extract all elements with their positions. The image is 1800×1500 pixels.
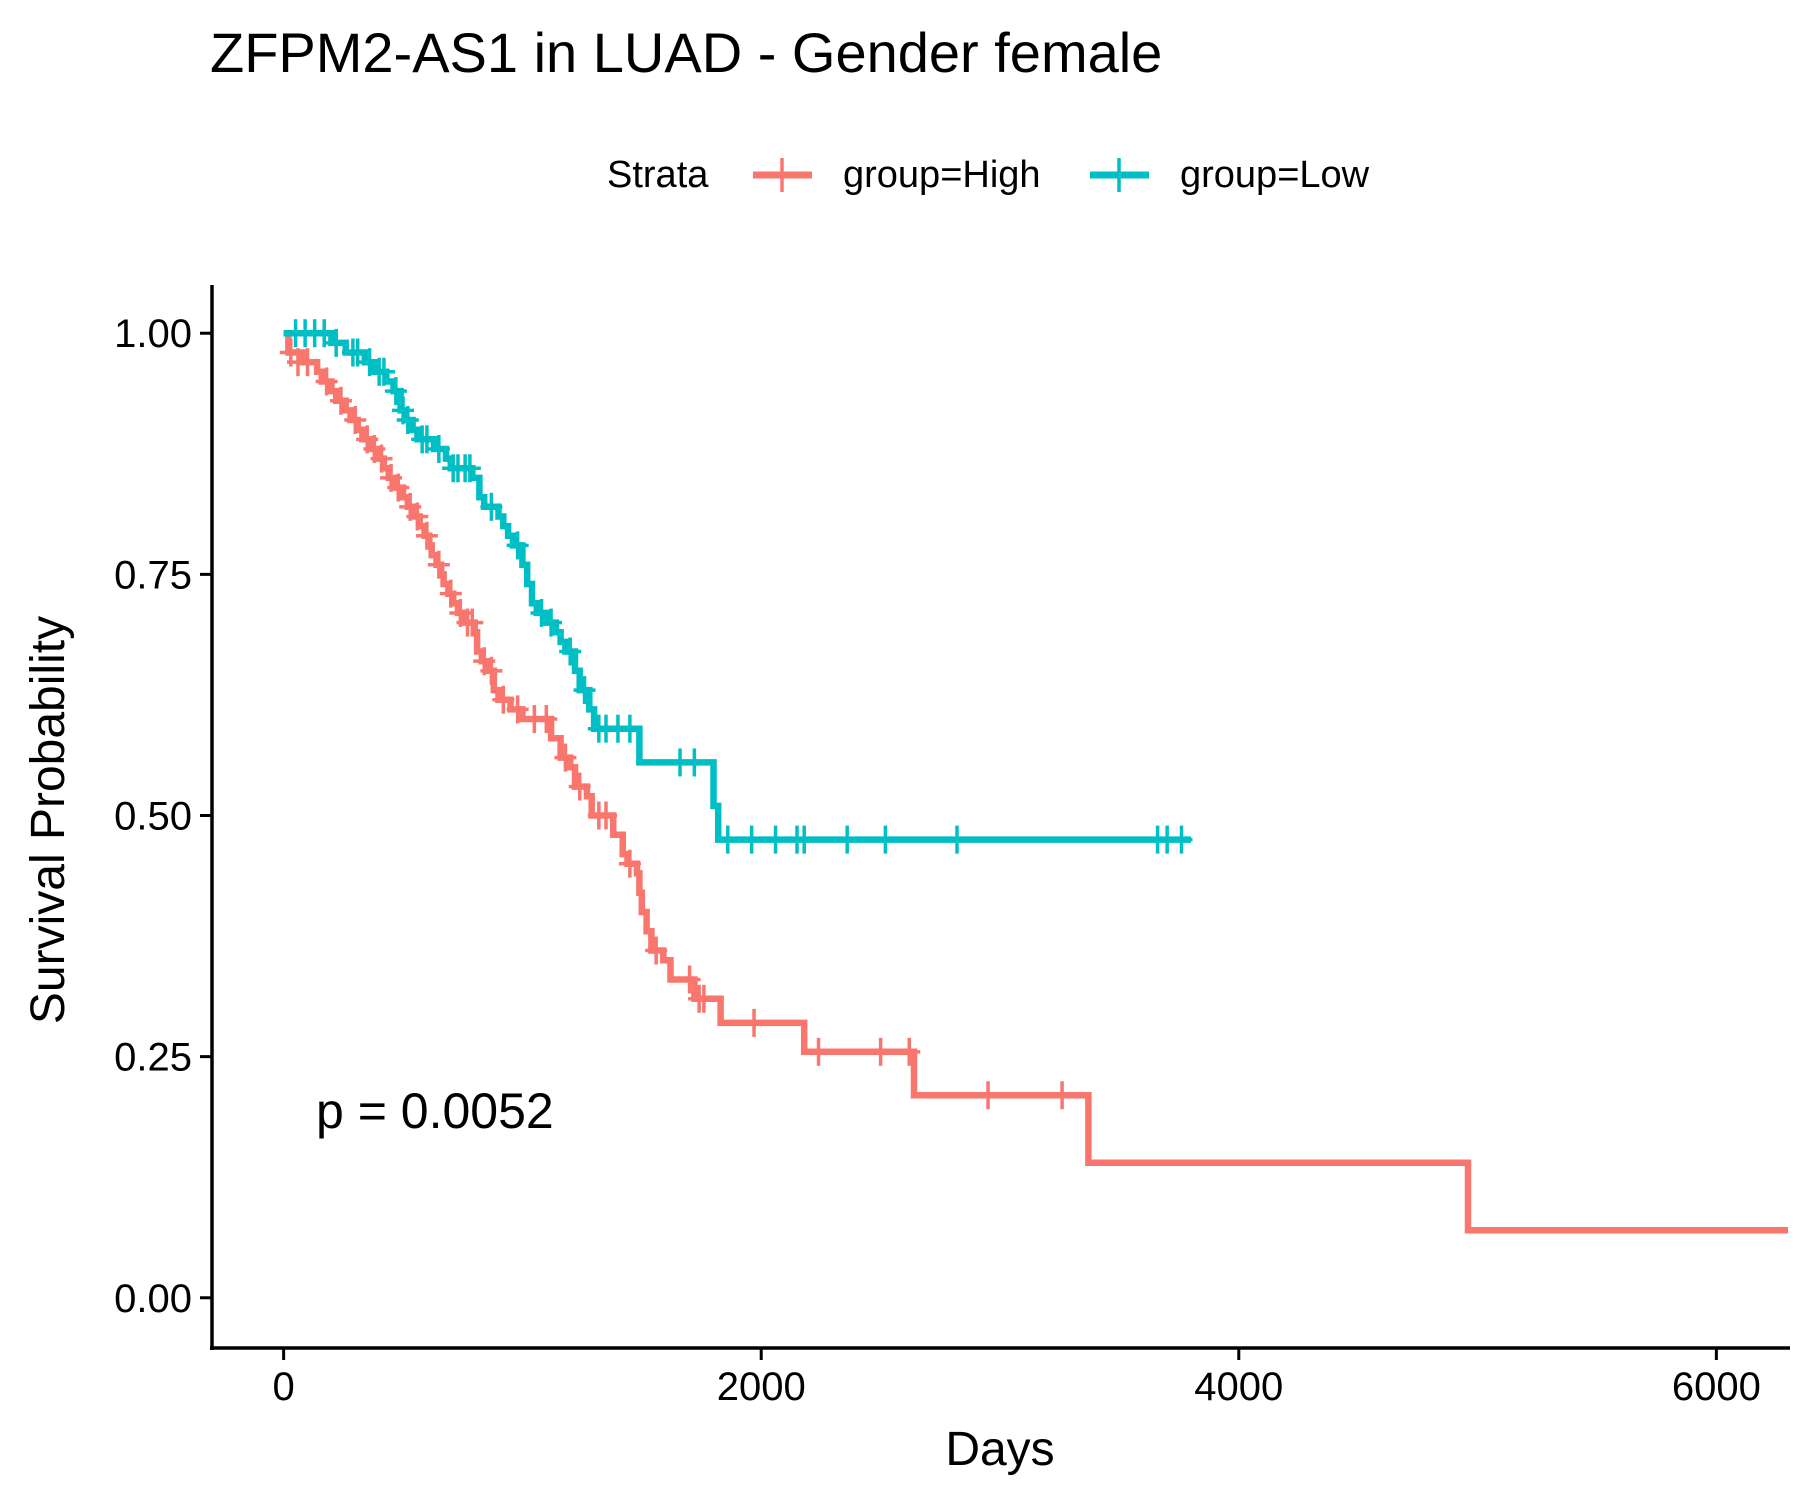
censor-mark-high [743,1008,766,1037]
censor-mark-low [573,676,596,705]
y-axis-title: Survival Probability [22,616,75,1024]
series-high [279,329,1788,1234]
censor-mark-high [898,1037,921,1066]
series-layer [279,319,1788,1234]
censor-mark-high [427,550,450,579]
censor-mark-high [315,367,338,396]
censor-mark-high [618,849,641,878]
legend-label-low: group=Low [1180,154,1370,196]
y-tick-label: 1.00 [114,312,192,356]
x-tick-label: 0 [273,1365,295,1409]
censor-mark-high [296,348,319,377]
censor-mark-low [764,825,787,854]
censor-mark-low [836,825,859,854]
p-value-annotation: p = 0.0052 [316,1083,554,1139]
legend-label-high: group=High [843,154,1041,196]
censor-mark-low [458,454,481,483]
censor-mark-low [372,357,395,386]
censor-mark-high [406,502,429,531]
censor-mark-low [415,425,438,454]
x-ticks: 0 2000 4000 6000 [273,1348,1761,1409]
censor-mark-high [692,984,715,1013]
legend: Strata group=High group=Low [607,154,1370,196]
censor-mark-high [439,579,462,608]
censor-mark-high [506,695,529,724]
censor-mark-low [313,319,336,348]
y-tick-label: 0.25 [114,1036,192,1080]
legend-item-low: group=Low [1090,154,1370,196]
censor-mark-high [1051,1081,1074,1110]
censor-mark-low [740,825,763,854]
x-axis-title: Days [945,1423,1054,1476]
censor-mark-low [1170,825,1193,854]
censor-mark-high [807,1037,830,1066]
x-tick-label: 6000 [1672,1365,1761,1409]
censor-mark-high [869,1037,892,1066]
censor-mark-low [396,406,419,435]
y-tick-label: 0.50 [114,795,192,839]
censor-mark-low [559,637,582,666]
censor-mark-high [329,386,352,415]
censor-mark-high [387,473,410,502]
censor-mark-low [427,434,450,463]
censor-mark-high [554,743,577,772]
censor-mark-low [683,748,706,777]
censor-mark-high [461,608,484,637]
censor-mark-high [415,521,438,550]
legend-title: Strata [607,154,709,196]
y-tick-label: 0.75 [114,553,192,597]
censor-mark-low [384,377,407,406]
censor-mark-high [370,444,393,473]
censor-mark-high [678,965,701,994]
censor-mark-low [793,825,816,854]
censor-mark-low [506,531,529,560]
censor-mark-low [480,492,503,521]
censor-mark-low [346,338,369,367]
y-tick-label: 0.00 [114,1277,192,1321]
censor-mark-high [344,406,367,435]
censor-mark-high [977,1081,1000,1110]
legend-item-high: group=High [753,154,1041,196]
censor-mark-high [492,685,515,714]
censor-mark-high [568,772,591,801]
x-tick-label: 2000 [717,1365,806,1409]
censor-mark-high [645,936,668,965]
x-tick-label: 4000 [1194,1365,1283,1409]
censor-mark-low [874,825,897,854]
censor-mark-high [595,801,617,830]
y-ticks: 0.00 0.25 0.50 0.75 1.00 [114,312,212,1321]
censor-mark-low [618,714,641,743]
censor-mark-high [480,656,503,685]
censor-mark-low [325,328,348,357]
series-low [283,319,1193,854]
censor-mark-low [716,825,739,854]
chart-title: ZFPM2-AS1 in LUAD - Gender female [210,21,1162,84]
censor-mark-low [946,825,969,854]
censor-mark-high [535,705,558,734]
censor-mark-low [540,608,563,637]
